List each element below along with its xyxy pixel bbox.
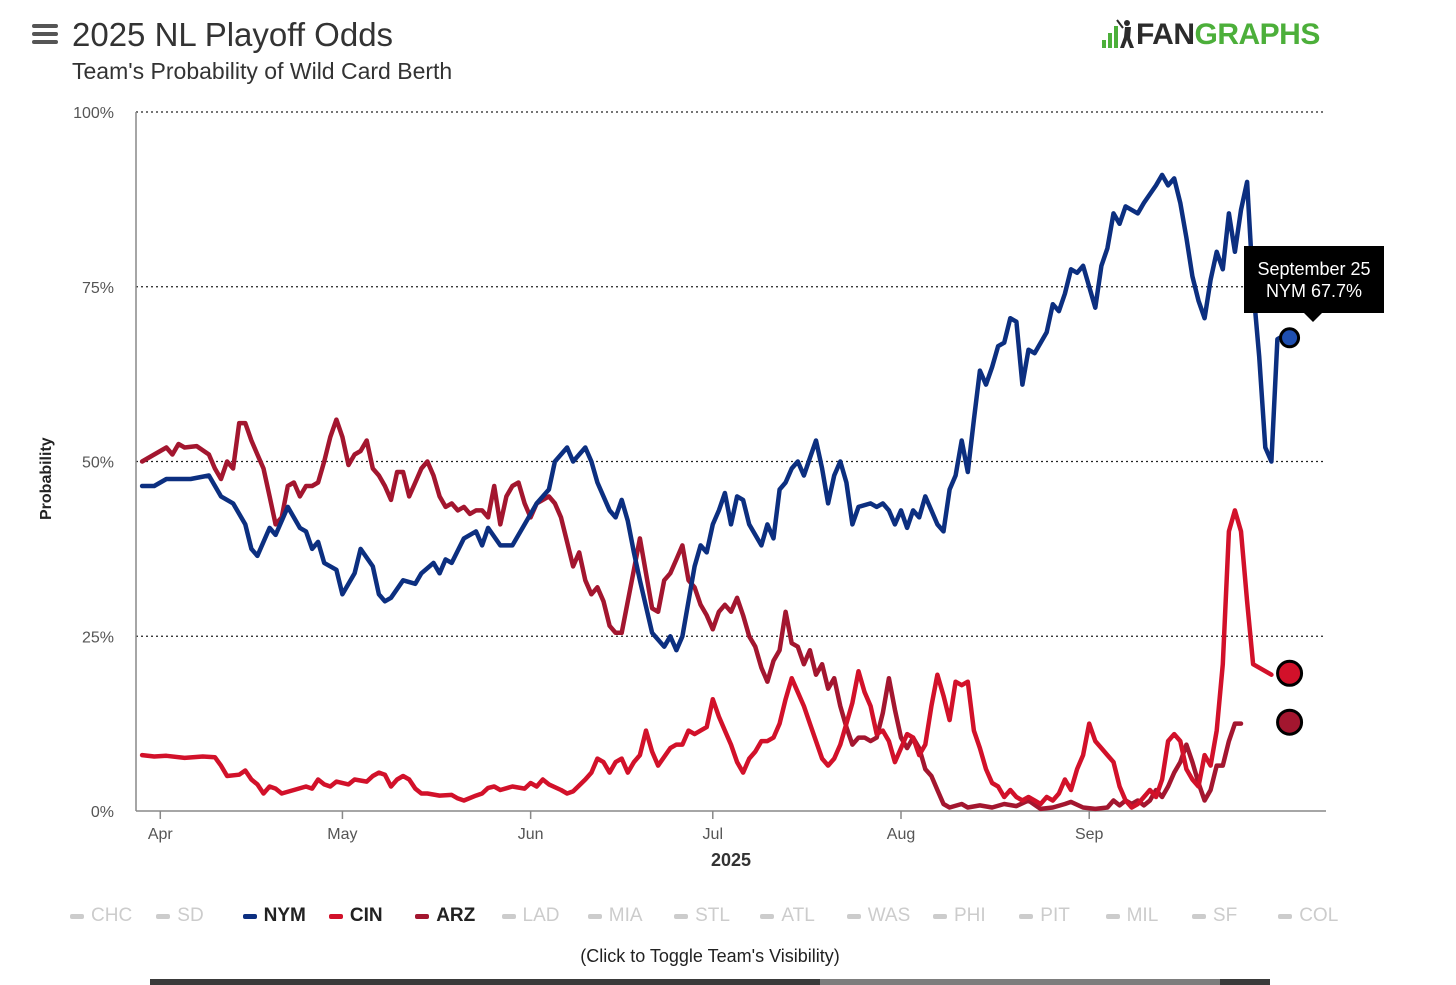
legend-label: LAD — [522, 905, 560, 926]
legend-label: ARZ — [436, 905, 476, 926]
logo-text-fan: FAN — [1136, 18, 1195, 51]
x-axis-title: 2025 — [710, 850, 752, 870]
legend-label: CHC — [91, 905, 133, 926]
legend-item-cin[interactable]: CIN — [328, 905, 383, 927]
legend-swatch — [1019, 913, 1034, 919]
legend-swatch — [760, 913, 775, 919]
legend-label: SF — [1212, 905, 1238, 926]
legend-label: PIT — [1040, 905, 1070, 926]
legend-swatch — [501, 913, 516, 919]
legend-item-nym[interactable]: NYM — [242, 905, 306, 927]
legend-swatch — [674, 913, 689, 919]
menu-bar — [32, 24, 58, 28]
point-tooltip: September 25 NYM 67.7% — [1244, 246, 1384, 322]
gridlines — [136, 111, 1326, 637]
y-tick-label: 25% — [82, 629, 114, 646]
legend-item-atl[interactable]: ATL — [760, 905, 815, 927]
legend-item-was[interactable]: WAS — [846, 905, 911, 927]
playoff-odds-chart: 0% 25% 50% 75% 100% Apr May Jun Jul Aug Sep — [73, 105, 1326, 843]
legend-swatch — [587, 913, 602, 919]
legend-swatch — [415, 913, 430, 919]
legend-swatch — [156, 913, 171, 919]
legend-label: MIA — [608, 905, 643, 926]
series-lines — [139, 172, 1292, 812]
legend-item-stl[interactable]: STL — [674, 905, 730, 927]
x-tick-label: Jun — [518, 826, 544, 843]
y-tick-label: 100% — [73, 105, 114, 122]
tooltip-value: NYM 67.7% — [1265, 281, 1363, 301]
menu-bar — [32, 40, 58, 44]
legend-label: CIN — [349, 905, 383, 926]
x-tick-label: Apr — [148, 826, 174, 843]
legend-item-phi[interactable]: PHI — [933, 905, 986, 927]
series-line-nym[interactable] — [139, 172, 1292, 653]
chart-subtitle: Team's Probability of Wild Card Berth — [72, 58, 453, 84]
legend-swatch — [70, 913, 84, 919]
end-marker-cin[interactable] — [1276, 659, 1304, 687]
end-markers[interactable] — [1276, 327, 1304, 736]
menu-bar — [32, 32, 58, 36]
legend-item-lad[interactable]: LAD — [501, 905, 560, 927]
legend-swatch — [846, 913, 861, 919]
x-tick-label: Aug — [887, 826, 915, 843]
logo-text-graphs: GRAPHS — [1194, 18, 1321, 51]
fangraphs-logo[interactable]: FANGRAPHS — [1100, 18, 1320, 52]
legend-item-mia[interactable]: MIA — [587, 905, 643, 927]
end-marker-arz[interactable] — [1276, 708, 1304, 736]
bottom-media-strip — [150, 979, 1270, 985]
y-axis-title: Probability — [38, 437, 55, 520]
legend-swatch — [242, 913, 257, 919]
legend-item-chc[interactable]: CHC — [70, 905, 132, 927]
end-marker-nym[interactable] — [1279, 327, 1301, 349]
legend-item-sf[interactable]: SF — [1191, 905, 1238, 927]
x-tick-label: Jul — [703, 826, 723, 843]
legend-item-pit[interactable]: PIT — [1019, 905, 1070, 927]
legend-label: MIL — [1126, 905, 1159, 926]
legend-swatch — [1278, 913, 1293, 919]
tooltip-date: September 25 — [1257, 259, 1371, 279]
legend-item-arz[interactable]: ARZ — [415, 905, 475, 927]
series-line-arz[interactable] — [139, 417, 1244, 812]
legend-label: NYM — [263, 905, 306, 926]
bottom-media-strip-segment — [820, 979, 1220, 985]
chart-title: 2025 NL Playoff Odds — [72, 16, 394, 53]
fangraphs-logo-icon — [1102, 19, 1134, 48]
x-tick-label: May — [327, 826, 357, 843]
legend-swatch — [1191, 913, 1206, 919]
team-legend: CHC SD NYM CIN ARZ LAD MIA STL ATL WAS PHI PIT MIL SF… — [70, 905, 1370, 935]
legend-label: STL — [695, 905, 730, 926]
y-tick-label: 0% — [91, 804, 114, 821]
legend-item-col[interactable]: COL — [1278, 905, 1338, 927]
legend-swatch — [328, 913, 343, 919]
series-line-cin[interactable] — [139, 508, 1274, 810]
y-tick-label: 75% — [82, 280, 114, 297]
legend-swatch — [933, 913, 947, 919]
axes: 0% 25% 50% 75% 100% Apr May Jun Jul Aug Sep — [73, 105, 1326, 843]
chart-menu-button[interactable] — [32, 24, 58, 44]
legend-item-mil[interactable]: MIL — [1105, 905, 1159, 927]
legend-label: COL — [1299, 905, 1339, 926]
toggle-hint: (Click to Toggle Team's Visibility) — [580, 946, 840, 966]
x-tick-label: Sep — [1075, 826, 1104, 843]
legend-label: SD — [177, 905, 204, 926]
legend-label: ATL — [781, 905, 815, 926]
legend-label: PHI — [954, 905, 986, 926]
legend-swatch — [1105, 913, 1120, 919]
legend-item-sd[interactable]: SD — [156, 905, 204, 927]
legend-label: WAS — [867, 905, 911, 926]
y-tick-label: 50% — [82, 455, 114, 472]
